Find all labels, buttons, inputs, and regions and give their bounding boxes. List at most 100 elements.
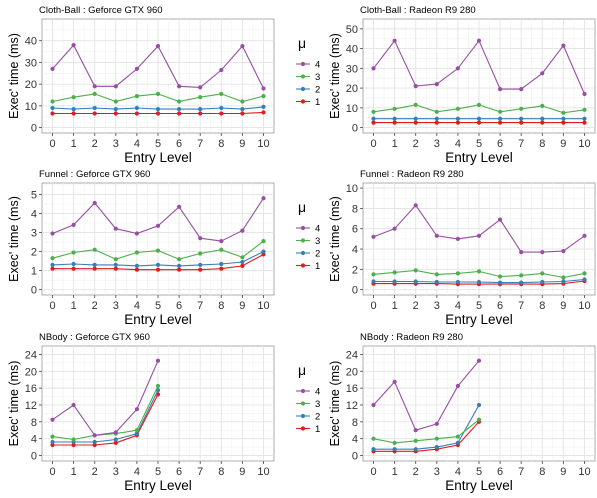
data-point — [455, 440, 460, 445]
legend-key-point — [300, 238, 306, 243]
series-line — [373, 421, 480, 452]
data-point — [134, 105, 139, 111]
x-tick-label: 9 — [239, 466, 245, 478]
data-point — [71, 266, 76, 271]
data-point — [71, 222, 76, 227]
data-point — [240, 259, 245, 265]
y-tick-label: 0 — [352, 123, 358, 135]
data-point — [240, 107, 245, 112]
data-point — [155, 223, 161, 228]
y-tick-label: 2 — [31, 247, 37, 259]
data-point — [71, 107, 76, 112]
data-point — [92, 439, 97, 445]
data-point — [455, 116, 460, 121]
x-tick-label: 7 — [518, 466, 524, 478]
data-point — [434, 116, 439, 121]
series-3 — [371, 102, 587, 115]
x-tick-label: 6 — [176, 138, 182, 150]
data-point — [92, 266, 97, 271]
data-point — [455, 236, 460, 241]
series-1 — [50, 392, 161, 448]
x-tick-label: 9 — [239, 300, 245, 312]
data-point — [392, 279, 397, 284]
legend-title: μ — [298, 35, 306, 51]
x-tick-label: 7 — [518, 300, 524, 312]
series-line — [52, 360, 159, 436]
x-tick-label: 6 — [497, 300, 503, 312]
data-point — [476, 38, 482, 43]
data-point — [582, 233, 587, 238]
data-point — [71, 437, 76, 442]
series-4 — [371, 358, 482, 433]
x-tick-label: 0 — [370, 300, 376, 312]
legend-label: 4 — [315, 387, 320, 398]
data-point — [261, 239, 266, 244]
data-point — [561, 116, 566, 121]
x-tick-label: 9 — [239, 138, 245, 150]
data-point — [561, 120, 566, 125]
data-point — [371, 436, 376, 441]
data-point — [198, 267, 203, 272]
data-point — [219, 247, 224, 252]
legend-key-point — [300, 86, 306, 92]
x-axis-label: Entry Level — [445, 478, 513, 493]
y-axis-label: Exec' time (ms) — [7, 33, 21, 119]
series-2 — [50, 388, 161, 445]
y-axis-label: Exec' time (ms) — [328, 196, 342, 282]
y-tick-label: 0 — [352, 285, 358, 297]
data-point — [134, 428, 139, 433]
series-2 — [371, 116, 587, 121]
data-point — [540, 250, 545, 255]
legend-label: 1 — [315, 261, 320, 272]
data-point — [219, 266, 224, 271]
x-tick-label: 7 — [197, 300, 203, 312]
data-point — [155, 267, 161, 272]
x-tick-label: 10 — [578, 300, 590, 312]
data-point — [177, 99, 182, 104]
data-point — [92, 200, 97, 206]
y-axis-label: Exec' time (ms) — [328, 361, 342, 447]
data-point — [71, 261, 76, 267]
data-point — [113, 440, 118, 445]
legend-label: 3 — [315, 236, 320, 247]
data-point — [92, 111, 97, 116]
data-point — [50, 111, 55, 116]
panel-title: NBody : Radeon R9 280 — [360, 332, 463, 343]
data-point — [455, 120, 460, 125]
y-tick-label: 10 — [25, 101, 37, 113]
legend-key-point — [300, 401, 306, 406]
data-point — [92, 84, 97, 89]
x-tick-label: 0 — [370, 138, 376, 150]
legend-title: μ — [298, 199, 306, 215]
data-point — [371, 116, 376, 121]
data-point — [261, 94, 266, 99]
data-point — [392, 38, 397, 43]
data-point — [177, 111, 182, 116]
data-point — [71, 250, 76, 255]
data-point — [155, 262, 161, 267]
data-point — [240, 99, 245, 104]
data-point — [219, 261, 224, 267]
data-point — [519, 280, 524, 285]
data-point — [92, 91, 97, 96]
x-tick-label: 4 — [134, 466, 140, 478]
series-3 — [50, 91, 266, 104]
data-point — [134, 263, 139, 268]
data-point — [113, 266, 118, 271]
legend-key-point — [300, 426, 306, 431]
data-point — [71, 402, 76, 408]
y-tick-label: 8 — [352, 417, 358, 429]
x-tick-label: 1 — [71, 300, 77, 312]
data-point — [498, 87, 503, 92]
y-tick-label: 0 — [31, 285, 37, 297]
series-line — [52, 385, 159, 441]
data-point — [413, 438, 418, 443]
data-point — [540, 271, 545, 276]
x-tick-label: 9 — [560, 466, 566, 478]
data-point — [50, 439, 55, 445]
series-1 — [50, 252, 266, 272]
data-point — [371, 120, 376, 125]
data-point — [113, 437, 118, 442]
data-point — [134, 431, 139, 436]
y-tick-label: 0 — [352, 451, 358, 463]
